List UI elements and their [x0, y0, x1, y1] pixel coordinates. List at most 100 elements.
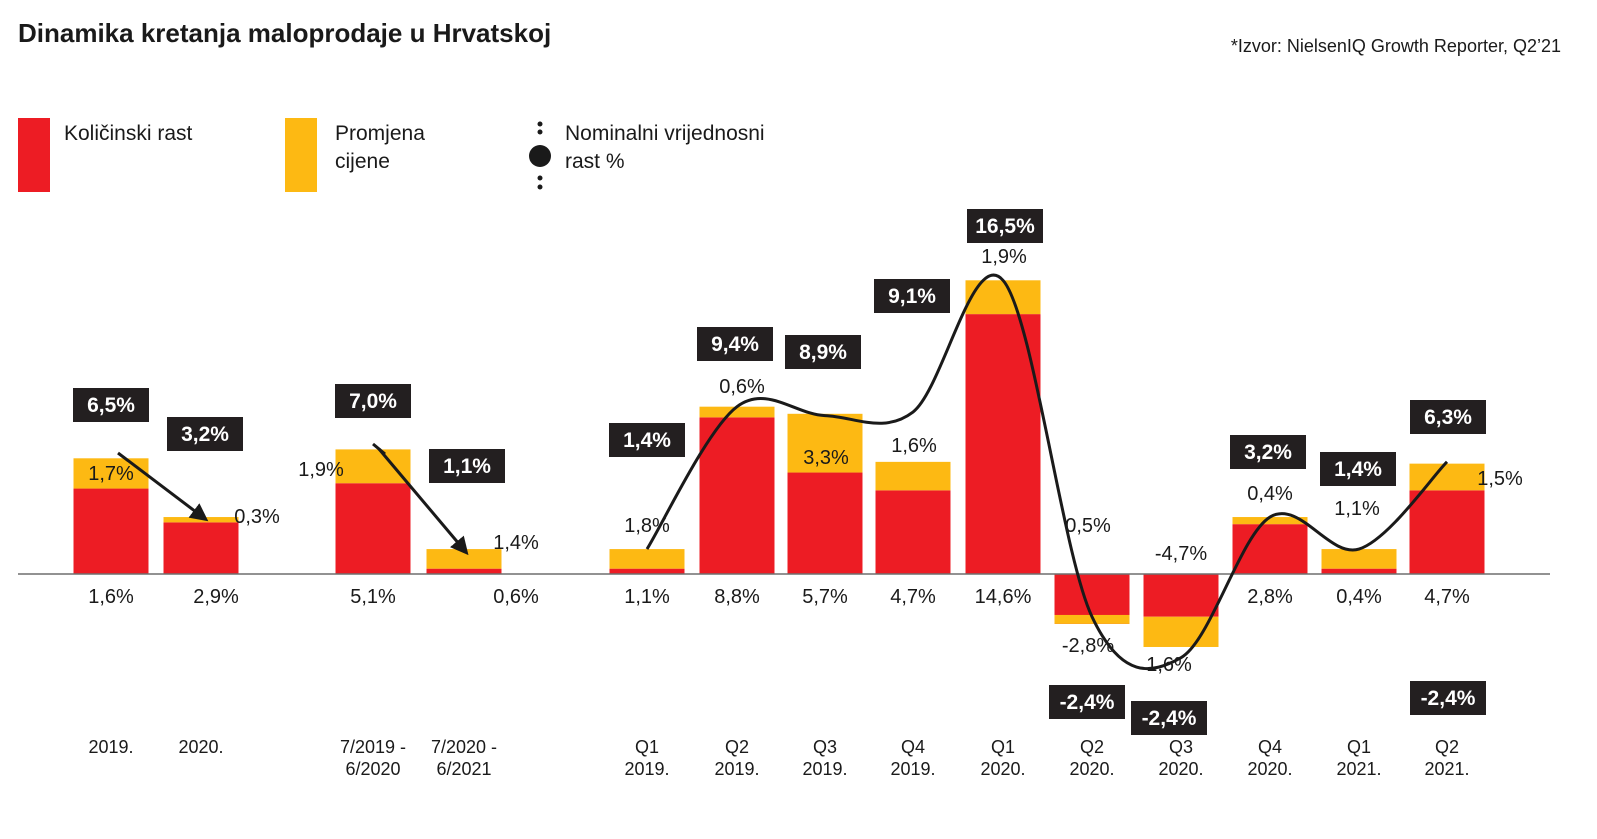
- bar-price: [1321, 549, 1397, 569]
- trend-arrow-rolling: [377, 448, 469, 556]
- bar-volume: [426, 568, 502, 574]
- nominal-box: 3,2%: [1244, 441, 1292, 464]
- nominal-box: 6,5%: [87, 394, 135, 417]
- category-label: Q2: [1080, 737, 1104, 757]
- category-label: 2021.: [1336, 759, 1381, 779]
- nominal-box-box: [609, 423, 685, 457]
- bars-layer: [73, 280, 1485, 647]
- price-label: 1,9%: [981, 246, 1027, 268]
- category-label: 2020.: [1158, 759, 1203, 779]
- nominal-box-extra-box: [1410, 681, 1486, 715]
- bar-volume: [335, 483, 411, 574]
- legend-swatch-price: [285, 118, 317, 192]
- bar-price: [965, 280, 1041, 315]
- category-label: 2021.: [1424, 759, 1469, 779]
- nominal-box: -2,4%: [1060, 691, 1115, 714]
- nominal-box-box: [785, 335, 861, 369]
- nominal-box-box: [335, 384, 411, 418]
- nominal-box: 6,3%: [1424, 406, 1472, 429]
- bar-volume: [1409, 490, 1485, 574]
- bar-price: [787, 413, 863, 473]
- bar-price: [609, 549, 685, 569]
- trend-arrow-annual: [117, 451, 209, 522]
- bar-price: [1409, 463, 1485, 491]
- volume-label: 4,7%: [1424, 586, 1470, 608]
- category-label: Q2: [725, 737, 749, 757]
- bar-volume: [787, 472, 863, 574]
- nominal-box-box: [967, 209, 1043, 243]
- legend-swatch-volume: [18, 118, 50, 192]
- trend-arrow-rolling-start: [372, 442, 386, 456]
- volume-label: 5,1%: [350, 586, 396, 608]
- category-label: Q1: [1347, 737, 1371, 757]
- bar-price: [335, 449, 411, 484]
- nominal-box: 7,0%: [349, 390, 397, 413]
- price-label: 1,7%: [88, 463, 134, 485]
- category-label: 2019.: [624, 759, 669, 779]
- nominal-box-box: [1320, 452, 1396, 486]
- nominal-box-box: [874, 279, 950, 313]
- nominal-box: 1,4%: [623, 429, 671, 452]
- bar-price: [1232, 517, 1308, 525]
- price-label: 0,5%: [1065, 515, 1111, 537]
- category-label: 2020.: [1069, 759, 1114, 779]
- price-label: 0,4%: [1247, 483, 1293, 505]
- nominal-box-extra: -2,4%: [1421, 687, 1476, 710]
- category-label: 7/2020 -: [431, 737, 497, 757]
- price-label: 1,6%: [1146, 654, 1192, 676]
- source-note: *Izvor: NielsenIQ Growth Reporter, Q2’21: [1230, 36, 1561, 56]
- price-label: 0,6%: [719, 376, 765, 398]
- nominal-box: 8,9%: [799, 341, 847, 364]
- category-label: Q4: [901, 737, 925, 757]
- bar-price: [426, 549, 502, 569]
- category-label: Q3: [1169, 737, 1193, 757]
- price-label: 1,5%: [1477, 468, 1523, 490]
- nominal-box-box: [697, 327, 773, 361]
- volume-label: 4,7%: [890, 586, 936, 608]
- price-label: 3,3%: [803, 447, 849, 469]
- category-label: 2019.: [890, 759, 935, 779]
- lines-layer: [117, 273, 1449, 670]
- nominal-box-box: [1410, 400, 1486, 434]
- category-label: 7/2019 -: [340, 737, 406, 757]
- category-label: 6/2020: [345, 759, 400, 779]
- category-label: 2020.: [178, 737, 223, 757]
- bar-volume: [965, 314, 1041, 574]
- bar-price: [163, 517, 239, 523]
- labels-layer: 1,6% 2,9% 5,1% 0,6% 1,1% 8,8% 5,7% 4,7% 14,6% -2,…: [73, 209, 1523, 779]
- nominal-box-box: [73, 388, 149, 422]
- volume-label: 14,6%: [975, 586, 1032, 608]
- price-label: 1,8%: [624, 515, 670, 537]
- bar-volume: [73, 488, 149, 574]
- price-label: 1,9%: [298, 459, 344, 481]
- nominal-box: 1,4%: [1334, 458, 1382, 481]
- category-label: Q4: [1258, 737, 1282, 757]
- bar-price: [699, 406, 775, 418]
- bar-volume: [875, 490, 951, 574]
- nominal-growth-line: [645, 273, 1449, 670]
- volume-label: -2,8%: [1062, 635, 1114, 657]
- bar-volume: [1143, 574, 1219, 617]
- category-label: 6/2021: [436, 759, 491, 779]
- price-label: 1,1%: [1334, 498, 1380, 520]
- legend-dot-line-icon: [529, 121, 551, 190]
- bar-volume: [699, 417, 775, 574]
- bar-volume: [163, 522, 239, 574]
- category-label: 2020.: [980, 759, 1025, 779]
- nominal-box: 16,5%: [975, 215, 1035, 238]
- nominal-box: -2,4%: [1142, 707, 1197, 730]
- nominal-box: 9,4%: [711, 333, 759, 356]
- volume-label: 1,1%: [624, 586, 670, 608]
- volume-label: 2,9%: [193, 586, 239, 608]
- volume-label: 8,8%: [714, 586, 760, 608]
- category-label: 2019.: [802, 759, 847, 779]
- volume-label: 1,6%: [88, 586, 134, 608]
- category-label: Q3: [813, 737, 837, 757]
- category-label: Q2: [1435, 737, 1459, 757]
- nominal-box-box: [1131, 701, 1207, 735]
- category-label: Q1: [991, 737, 1015, 757]
- category-label: Q1: [635, 737, 659, 757]
- volume-label: 2,8%: [1247, 586, 1293, 608]
- nominal-box: 1,1%: [443, 455, 491, 478]
